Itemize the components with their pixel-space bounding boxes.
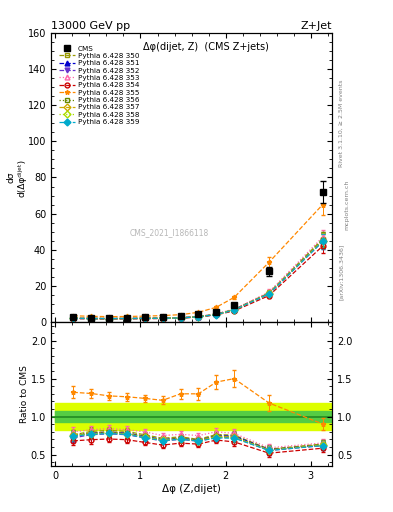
Text: CMS_2021_I1866118: CMS_2021_I1866118 xyxy=(129,228,209,237)
Text: Δφ(dijet, Z)  (CMS Z+jets): Δφ(dijet, Z) (CMS Z+jets) xyxy=(143,42,268,52)
Text: Z+Jet: Z+Jet xyxy=(301,21,332,31)
Text: Rivet 3.1.10, ≥ 2.5M events: Rivet 3.1.10, ≥ 2.5M events xyxy=(339,79,344,166)
Text: 13000 GeV pp: 13000 GeV pp xyxy=(51,21,130,31)
Y-axis label: dσ
d(Δφᵈⁱʲᵉᵗ): dσ d(Δφᵈⁱʲᵉᵗ) xyxy=(7,158,26,197)
Text: mcplots.cern.ch: mcplots.cern.ch xyxy=(344,180,349,230)
Y-axis label: Ratio to CMS: Ratio to CMS xyxy=(20,365,29,423)
Text: [arXiv:1306.3436]: [arXiv:1306.3436] xyxy=(339,243,344,300)
Legend: CMS, Pythia 6.428 350, Pythia 6.428 351, Pythia 6.428 352, Pythia 6.428 353, Pyt: CMS, Pythia 6.428 350, Pythia 6.428 351,… xyxy=(57,44,141,126)
X-axis label: Δφ (Z,dijet): Δφ (Z,dijet) xyxy=(162,483,221,494)
